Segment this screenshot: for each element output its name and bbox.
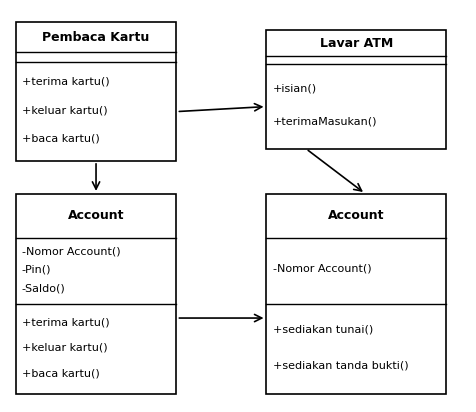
Text: -Saldo(): -Saldo() xyxy=(22,284,66,294)
Text: -Nomor Account(): -Nomor Account() xyxy=(22,246,120,256)
Text: -Nomor Account(): -Nomor Account() xyxy=(273,264,371,274)
Bar xyxy=(16,194,177,394)
Text: +baca kartu(): +baca kartu() xyxy=(22,369,99,379)
Text: +sediakan tanda bukti(): +sediakan tanda bukti() xyxy=(273,360,408,370)
Text: +keluar kartu(): +keluar kartu() xyxy=(22,343,108,353)
Text: Lavar ATM: Lavar ATM xyxy=(320,37,393,49)
Text: Account: Account xyxy=(68,209,124,222)
Text: +isian(): +isian() xyxy=(273,83,317,93)
Bar xyxy=(267,194,446,394)
Bar xyxy=(267,30,446,149)
Text: +sediakan tunai(): +sediakan tunai() xyxy=(273,324,373,334)
Text: Account: Account xyxy=(328,209,385,222)
Text: +keluar kartu(): +keluar kartu() xyxy=(22,105,108,115)
Text: +terima kartu(): +terima kartu() xyxy=(22,317,109,327)
Text: +terimaMasukan(): +terimaMasukan() xyxy=(273,117,377,127)
Text: -Pin(): -Pin() xyxy=(22,265,51,275)
Bar xyxy=(16,22,177,161)
Text: +terima kartu(): +terima kartu() xyxy=(22,77,109,87)
Text: +baca kartu(): +baca kartu() xyxy=(22,133,99,143)
Text: Pembaca Kartu: Pembaca Kartu xyxy=(42,30,149,44)
